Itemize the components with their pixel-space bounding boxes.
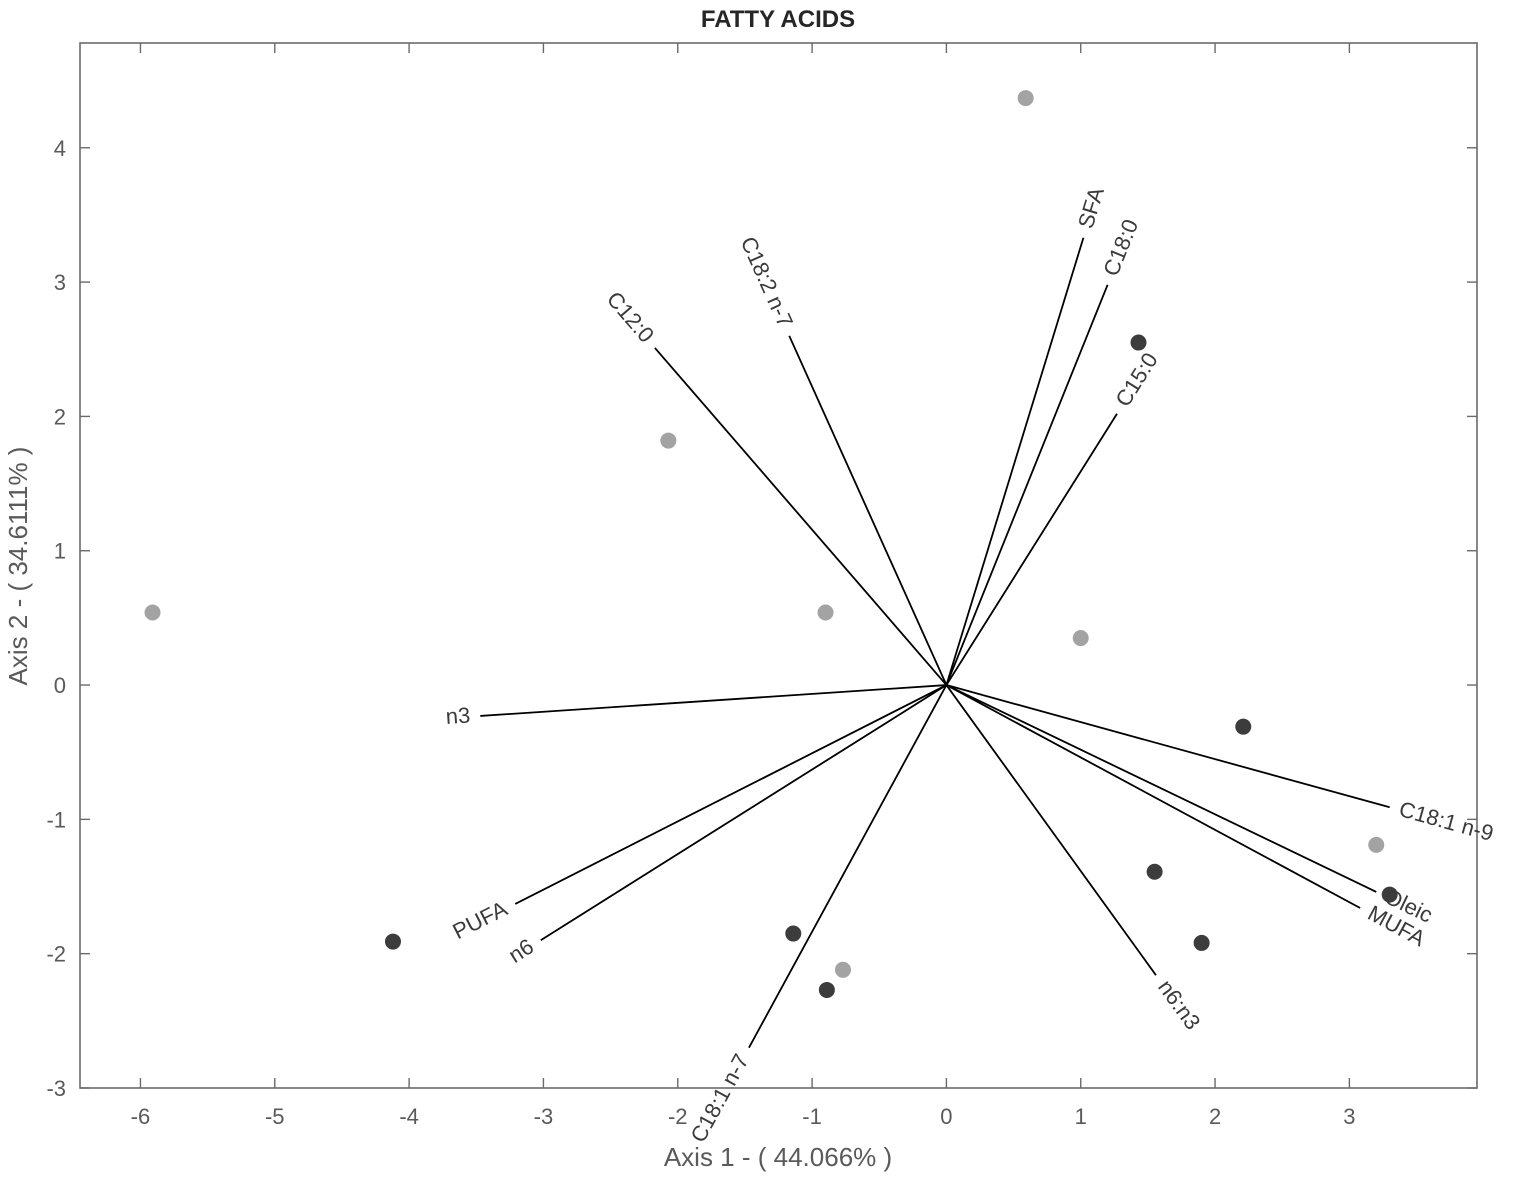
vector-label: C12:0 (602, 287, 659, 348)
y-tick-label: 1 (54, 539, 66, 564)
loading-vector (946, 684, 1390, 809)
x-tick-label: 3 (1343, 1104, 1355, 1129)
score-point (1235, 718, 1252, 735)
y-tick-label: -2 (46, 942, 66, 967)
score-point (384, 933, 401, 950)
loading-vector (945, 284, 1109, 686)
vector-label: PUFA (449, 896, 512, 944)
vector-label: n6:n3 (1153, 975, 1205, 1034)
x-tick-label: 2 (1209, 1104, 1221, 1129)
score-point (660, 432, 677, 449)
vector-label: C18:1 n-7 (685, 1050, 753, 1147)
y-tick-label: 2 (54, 404, 66, 429)
score-point (1146, 863, 1163, 880)
vector-label: C15:0 (1110, 348, 1162, 411)
loading-vectors (480, 237, 1390, 1049)
vector-label: C18:1 n-9 (1396, 796, 1496, 846)
vector-label: C18:0 (1098, 216, 1143, 280)
x-tick-label: -2 (668, 1104, 688, 1129)
score-point (144, 604, 161, 621)
x-axis-label: Axis 1 - ( 44.066% ) (664, 1142, 892, 1172)
x-tick-label: -4 (399, 1104, 419, 1129)
score-point (1381, 886, 1398, 903)
y-tick-label: 3 (54, 270, 66, 295)
score-point (834, 961, 851, 978)
loading-vector (945, 684, 1157, 976)
vector-label: n3 (445, 702, 471, 729)
score-point (1017, 90, 1034, 107)
y-tick-label: 4 (54, 136, 66, 161)
chart-title: FATTY ACIDS (701, 6, 855, 33)
score-point (785, 925, 802, 942)
loading-vector (654, 347, 948, 686)
loading-vector (540, 684, 947, 942)
x-tick-label: -5 (265, 1104, 285, 1129)
vector-label: C18:2 n-7 (736, 233, 798, 331)
score-point (817, 604, 834, 621)
axes-frame (79, 42, 1478, 1089)
x-tick-label: 1 (1075, 1104, 1087, 1129)
loading-vector (945, 237, 1085, 686)
score-points (144, 90, 1398, 998)
x-tick-label: 0 (940, 1104, 952, 1129)
y-tick-label: 0 (54, 673, 66, 698)
loading-vector (514, 684, 947, 905)
x-tick-label: -6 (131, 1104, 151, 1129)
loading-vector (945, 684, 1361, 909)
score-point (818, 981, 835, 998)
y-tick-label: -3 (46, 1076, 66, 1101)
loading-vector (748, 684, 948, 1049)
score-point (1072, 630, 1089, 647)
loading-vector (480, 684, 947, 717)
vector-label: n6 (504, 934, 538, 968)
loading-vector (788, 335, 948, 686)
axis-ticks: -6 -5 -4 -3 -2 -1 0 1 2 3 -3 -2 -1 0 1 2 3 4 (46, 43, 1477, 1129)
score-point (1130, 334, 1147, 351)
x-tick-label: -3 (534, 1104, 554, 1129)
y-axis-label: Axis 2 - ( 34.6111% ) (3, 447, 33, 686)
loading-vector (946, 684, 1377, 893)
vector-label: SFA (1073, 184, 1109, 231)
y-tick-label: -1 (46, 807, 66, 832)
x-tick-label: -1 (802, 1104, 822, 1129)
score-point (1368, 836, 1385, 853)
loading-vector (945, 413, 1118, 686)
score-point (1193, 934, 1210, 951)
